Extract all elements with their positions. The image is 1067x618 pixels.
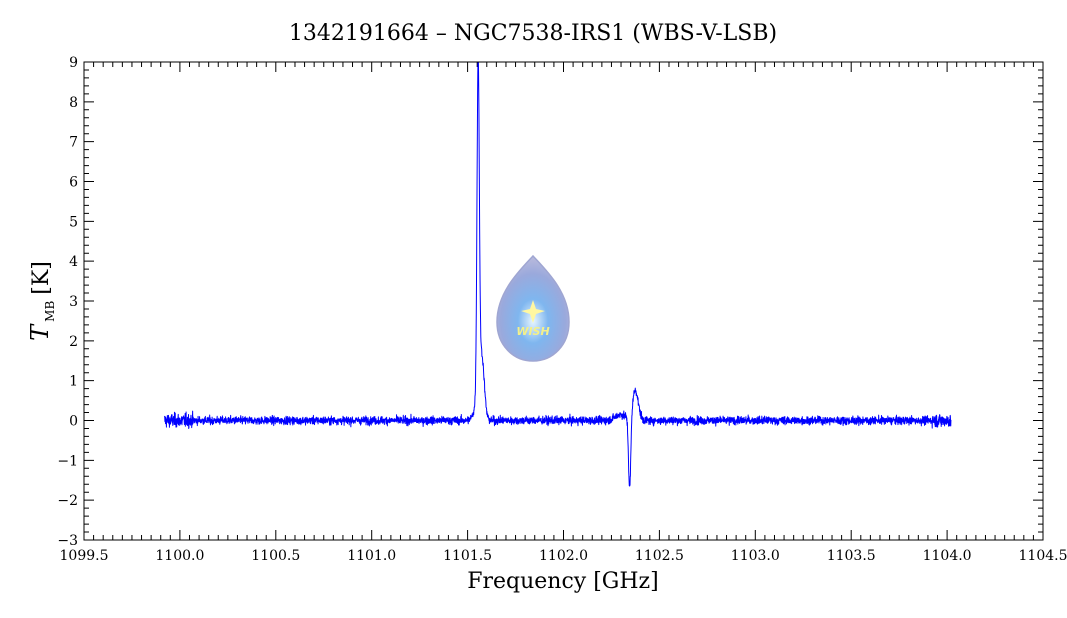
star-icon: [521, 300, 545, 323]
x-tick-label: 1104.0: [923, 548, 972, 564]
y-tick-label: 6: [69, 175, 78, 191]
wish-logo-text: WISH: [516, 325, 549, 338]
y-tick-labels: −3 −2 −1 0 1 2 3 4 5 6 7 8 9: [57, 55, 78, 549]
spectrum-line: [164, 62, 952, 487]
x-tick-label: 1103.5: [827, 548, 876, 564]
y-tick-label: −2: [57, 493, 78, 509]
y-axis-label: TMB [K]: [26, 261, 57, 341]
y-tick-label: −1: [57, 453, 78, 469]
y-tick-label: 9: [69, 55, 78, 71]
y-tick-label: 2: [69, 334, 78, 350]
x-tick-label: 1101.0: [347, 548, 396, 564]
wish-logo: WISH: [496, 254, 570, 362]
y-tick-label: 0: [69, 414, 78, 430]
svg-text:TMB[K]: TMB [K]: [26, 261, 57, 341]
x-tick-label: 1102.5: [635, 548, 684, 564]
y-tick-label: 8: [69, 95, 78, 111]
y-axis-label-main: T: [26, 323, 54, 341]
y-tick-label: −3: [57, 533, 78, 549]
y-tick-label: 1: [69, 374, 78, 390]
x-tick-label: 1100.0: [155, 548, 204, 564]
x-tick-label: 1099.5: [60, 548, 109, 564]
plot-frame: [83, 61, 1044, 541]
x-tick-label: 1102.0: [539, 548, 588, 564]
x-axis-label: Frequency [GHz]: [467, 569, 659, 594]
y-tick-label: 5: [69, 214, 78, 230]
x-tick-label: 1104.5: [1019, 548, 1067, 564]
x-tick-label: 1103.0: [731, 548, 780, 564]
x-tick-labels: 1099.5 1100.0 1100.5 1101.0 1101.5 1102.0 1102…: [60, 548, 1067, 564]
y-axis-label-sub: MB: [43, 301, 57, 322]
y-tick-label: 4: [69, 254, 78, 270]
chart-title: 1342191664 – NGC7538-IRS1 (WBS-V-LSB): [289, 21, 777, 46]
x-tick-label: 1100.5: [251, 548, 300, 564]
y-tick-label: 7: [69, 135, 78, 151]
y-tick-label: 3: [69, 294, 78, 310]
y-axis-label-unit: [K]: [29, 261, 54, 295]
x-tick-label: 1101.5: [443, 548, 492, 564]
